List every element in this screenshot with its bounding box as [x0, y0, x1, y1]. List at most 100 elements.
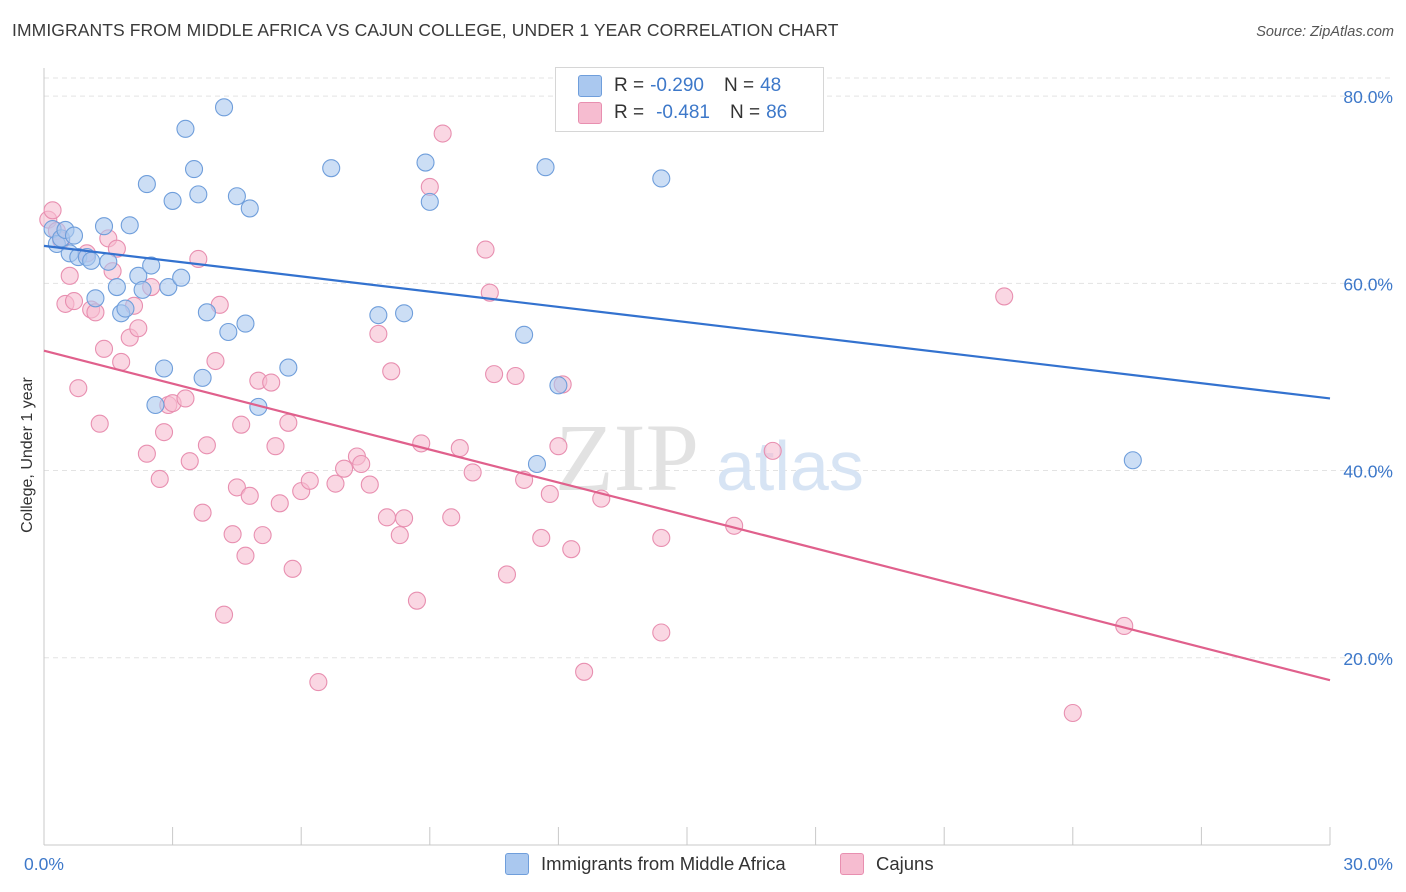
point-cajuns: [562, 540, 581, 559]
point-middle-africa: [536, 158, 555, 177]
point-cajuns: [377, 508, 396, 527]
legend-swatch-pink: [578, 102, 602, 124]
legend-n-value: 86: [766, 102, 788, 123]
point-cajuns: [476, 240, 495, 259]
point-middle-africa: [94, 217, 114, 236]
point-cajuns: [390, 526, 409, 545]
point-middle-africa: [515, 325, 534, 344]
x-tick-label: 0.0%: [24, 854, 64, 874]
point-middle-africa: [214, 98, 234, 117]
point-cajuns: [227, 478, 246, 497]
point-cajuns: [262, 373, 281, 392]
point-cajuns: [64, 292, 84, 311]
bottom-legend-label: Cajuns: [876, 853, 934, 874]
point-cajuns: [395, 509, 414, 528]
point-cajuns: [382, 362, 401, 381]
legend-box: R = -0.290 N = 48 R = -0.481 N = 86: [555, 67, 824, 132]
trend-line-cajuns: [43, 349, 1331, 682]
point-cajuns: [575, 662, 594, 681]
point-middle-africa: [240, 199, 259, 218]
series-middle-africa-points: [43, 98, 1142, 474]
point-cajuns: [214, 605, 234, 624]
point-middle-africa: [395, 304, 414, 323]
point-cajuns: [129, 319, 148, 338]
point-middle-africa: [116, 299, 135, 318]
y-tick-label: 40.0%: [1343, 462, 1393, 482]
point-middle-africa: [120, 216, 139, 235]
point-middle-africa: [527, 454, 547, 474]
bottom-legend-swatch-blue: [505, 853, 529, 875]
legend-r-label: R =: [614, 102, 645, 123]
bottom-legend-swatch-pink: [840, 853, 864, 875]
legend-row-cajuns: R = -0.481 N = 86: [578, 100, 787, 126]
point-middle-africa: [137, 175, 156, 194]
point-middle-africa: [236, 314, 255, 333]
point-middle-africa: [279, 358, 298, 377]
point-cajuns: [450, 439, 469, 458]
y-tick-label: 20.0%: [1343, 649, 1393, 669]
point-cajuns: [652, 528, 671, 547]
grid-lines: [44, 77, 1392, 659]
point-cajuns: [137, 444, 156, 463]
bottom-legend-cajuns: Cajuns: [840, 851, 934, 877]
y-tick-label: 60.0%: [1343, 274, 1393, 294]
point-cajuns: [497, 565, 517, 584]
trend-line-middle-africa: [43, 244, 1331, 400]
point-cajuns: [360, 475, 379, 494]
x-ticks: [43, 827, 1331, 845]
point-middle-africa: [420, 192, 439, 211]
point-cajuns: [150, 469, 169, 489]
bottom-legend-label: Immigrants from Middle Africa: [541, 853, 786, 874]
watermark: ZIP atlas: [555, 404, 864, 511]
point-cajuns: [69, 379, 88, 398]
legend-r-value: -0.481: [656, 102, 710, 123]
point-cajuns: [283, 559, 302, 578]
point-middle-africa: [99, 252, 118, 271]
point-cajuns: [240, 486, 259, 505]
point-middle-africa: [416, 153, 435, 172]
point-middle-africa: [172, 268, 191, 287]
point-cajuns: [253, 526, 272, 545]
y-tick-labels: 20.0% 40.0% 60.0% 80.0%: [1343, 87, 1393, 669]
point-cajuns: [369, 324, 388, 343]
point-middle-africa: [322, 159, 341, 178]
point-cajuns: [266, 437, 285, 456]
point-middle-africa: [197, 303, 216, 322]
point-cajuns: [352, 454, 371, 474]
point-cajuns: [485, 365, 504, 384]
legend-swatch-blue: [578, 75, 602, 97]
point-cajuns: [180, 452, 199, 471]
point-cajuns: [652, 623, 671, 642]
point-cajuns: [335, 459, 354, 478]
point-cajuns: [193, 503, 212, 522]
point-cajuns: [763, 441, 782, 460]
point-cajuns: [407, 591, 426, 610]
point-cajuns: [236, 546, 255, 565]
point-cajuns: [326, 474, 345, 493]
point-cajuns: [197, 436, 216, 455]
point-middle-africa: [159, 278, 178, 297]
y-tick-label: 80.0%: [1343, 87, 1393, 107]
point-cajuns: [154, 423, 174, 442]
point-cajuns: [206, 351, 225, 371]
legend-n-value: 48: [760, 75, 782, 96]
trend-lines: [43, 244, 1331, 682]
point-cajuns: [223, 525, 242, 544]
point-middle-africa: [193, 368, 212, 387]
point-middle-africa: [369, 306, 388, 325]
series-cajuns-points: [39, 124, 1134, 723]
bottom-legend-middle-africa: Immigrants from Middle Africa: [505, 851, 786, 877]
point-cajuns: [90, 414, 109, 433]
point-middle-africa: [189, 185, 208, 204]
point-middle-africa: [549, 376, 568, 395]
point-middle-africa: [154, 359, 174, 378]
point-middle-africa: [146, 395, 165, 415]
point-cajuns: [279, 413, 298, 432]
point-cajuns: [549, 437, 568, 456]
legend-r-label: R =: [614, 75, 645, 96]
legend-n-label: N =: [723, 75, 755, 96]
x-tick-label: 30.0%: [1343, 854, 1393, 874]
point-middle-africa: [107, 278, 126, 297]
point-middle-africa: [86, 289, 105, 308]
